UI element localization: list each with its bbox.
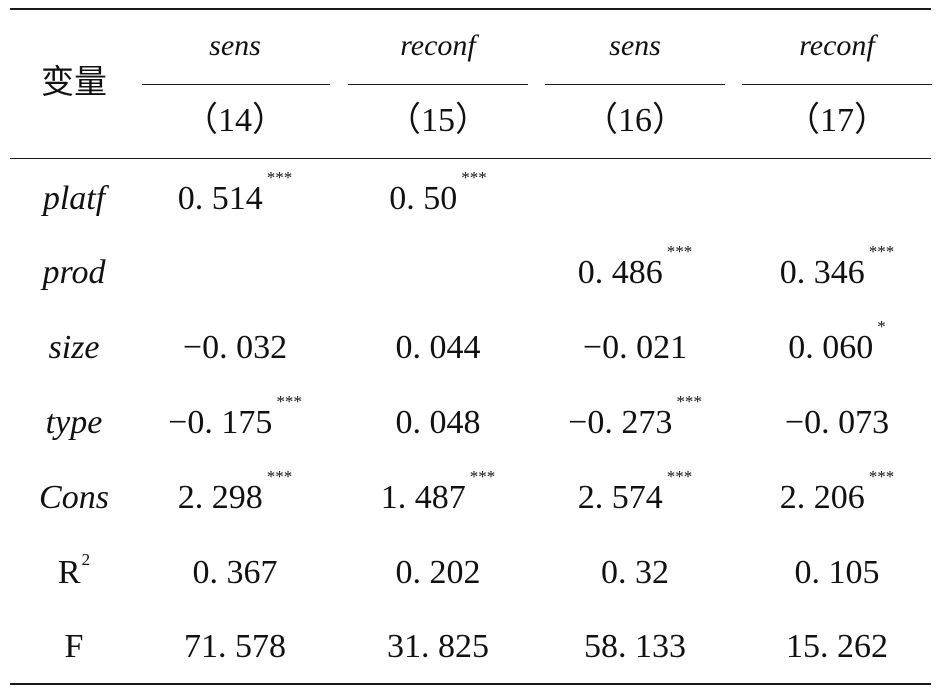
table-cell: 0. 060* [742,318,932,368]
table-cell: 0. 32 [545,553,725,593]
row-label: size [14,328,134,368]
col-header-dep-var-3: sens [609,29,661,62]
cell-value: −0. 032 [182,329,288,366]
col-group-rule-1 [142,84,330,85]
row-label-text: Cons [39,479,109,516]
cell-value: 2. 206 [779,479,865,516]
header-rule [10,158,931,159]
table-cell: 2. 574*** [545,468,725,518]
col-group-rule-3 [545,84,725,85]
significance-stars: *** [666,467,693,486]
cell-value: 1. 487 [380,479,466,516]
cell-value: 31. 825 [387,628,489,665]
significance-stars: *** [276,392,302,411]
cell-value: 0. 048 [395,404,481,441]
cell-value: 0. 367 [192,554,278,591]
significance-stars: *** [868,242,895,261]
table-cell: 0. 048 [348,403,528,443]
significance-stars: *** [469,467,496,486]
row-label: Cons [14,478,134,518]
top-rule [10,8,931,10]
cell-value: 0. 514 [177,180,263,217]
table-cell: 0. 514*** [140,169,330,219]
table-cell: −0. 273*** [545,393,725,443]
row-label: platf [14,179,134,219]
col-header-model-3: （16） [584,102,686,139]
table-cell: 71. 578 [140,627,330,667]
table-cell: 2. 206*** [742,468,932,518]
row-label-text: prod [42,254,106,291]
cell-value: 0. 202 [395,554,481,591]
cell-value: 0. 060 [788,329,874,366]
cell-value: 0. 105 [794,554,880,591]
row-label: prod [14,253,134,293]
significance-stars: * [877,317,886,336]
col-header-dep-var-4: reconf [799,29,875,62]
col-group-rule-2 [348,84,528,85]
table-cell: 0. 486*** [545,243,725,293]
col-group-rule-4 [742,84,932,85]
table-cell: −0. 175*** [140,393,330,443]
significance-stars: *** [868,467,895,486]
cell-value: 0. 50 [389,180,458,217]
cell-value: 2. 298 [177,479,263,516]
significance-stars: *** [266,168,293,187]
bottom-rule [10,683,931,685]
cell-value: 2. 574 [577,479,663,516]
cell-value: −0. 273 [568,404,673,441]
cell-value: 0. 486 [577,254,663,291]
table-cell: −0. 032 [140,328,330,368]
col-header-dep-var-2: reconf [400,29,476,62]
row-label-text: platf [42,180,106,217]
row-label: F [14,627,134,667]
cell-value: 71. 578 [184,628,286,665]
table-cell: −0. 073 [742,403,932,443]
cell-value: 58. 133 [584,628,686,665]
table-cell: 0. 346*** [742,243,932,293]
row-label: type [14,403,134,443]
col-header-dep-var-1: sens [209,29,261,62]
table-cell: −0. 021 [545,328,725,368]
cell-value: 15. 262 [786,628,888,665]
significance-stars: *** [461,168,487,187]
row-label: R2 [14,550,134,593]
row-header-label: 变量 [41,62,107,101]
table-cell: 0. 202 [348,553,528,593]
table-cell: 1. 487*** [348,468,528,518]
table-cell: 2. 298*** [140,468,330,518]
row-label-text: R [57,554,81,591]
significance-stars: *** [266,467,293,486]
col-header-model-1: （14） [184,102,286,139]
col-header-model-4: （17） [786,102,888,139]
table-cell: 15. 262 [742,627,932,667]
table-cell: 0. 367 [140,553,330,593]
significance-stars: *** [676,392,702,411]
col-header-model-2: （15） [387,102,489,139]
row-label-text: F [64,628,84,665]
cell-value: −0. 021 [582,329,688,366]
table-cell: 0. 50*** [348,169,528,219]
table-cell: 0. 044 [348,328,528,368]
cell-value: −0. 073 [784,404,890,441]
table-cell: 58. 133 [545,627,725,667]
table-cell: 0. 105 [742,553,932,593]
significance-stars: *** [666,242,693,261]
row-label-text: type [45,404,103,441]
cell-value: 0. 32 [601,554,669,591]
table-cell: 31. 825 [348,627,528,667]
row-label-superscript: 2 [81,550,91,569]
cell-value: 0. 044 [395,329,481,366]
row-label-text: size [48,329,100,366]
cell-value: 0. 346 [779,254,865,291]
cell-value: −0. 175 [168,404,273,441]
